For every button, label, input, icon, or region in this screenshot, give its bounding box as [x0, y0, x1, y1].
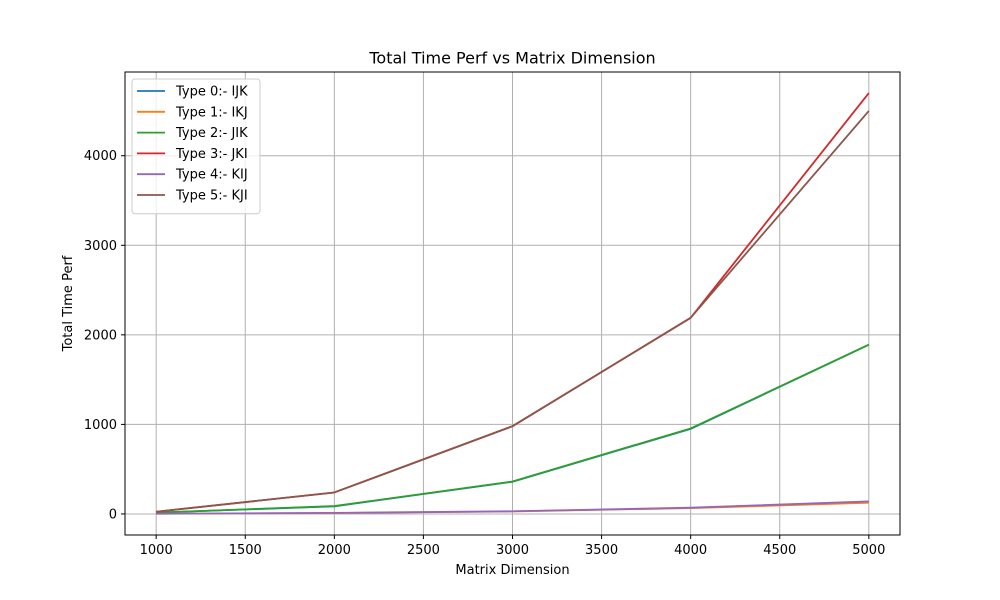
series-line-type-5	[156, 110, 870, 513]
x-tick-label: 3500	[585, 543, 618, 558]
y-tick-label: 2000	[84, 328, 117, 343]
chart-title: Total Time Perf vs Matrix Dimension	[368, 49, 655, 68]
grid-layer	[125, 72, 900, 535]
legend-label: Type 5:- KJI	[175, 189, 248, 204]
legend-label: Type 4:- KIJ	[175, 168, 248, 183]
x-tick-label: 5000	[852, 543, 885, 558]
y-axis: 0 1000 2000 3000 4000	[84, 149, 125, 522]
y-tick-label: 3000	[84, 239, 117, 254]
legend-label: Type 3:- JKI	[175, 147, 248, 162]
y-axis-label: Total Time Perf	[61, 255, 76, 352]
x-tick-label: 1500	[229, 543, 262, 558]
legend-label: Type 0:- IJK	[175, 85, 248, 100]
series-line-type-4	[156, 500, 869, 515]
y-tick-label: 1000	[84, 418, 117, 433]
legend-label: Type 2:- JIK	[175, 126, 248, 141]
x-axis: 1000 1500 2000 2500 3000 3500 4000 4500 5000	[140, 535, 885, 558]
y-tick-label: 0	[109, 507, 117, 522]
x-tick-label: 4500	[763, 543, 796, 558]
x-tick-label: 2500	[407, 543, 440, 558]
x-tick-label: 1000	[140, 543, 173, 558]
x-tick-label: 4000	[674, 543, 707, 558]
x-axis-label: Matrix Dimension	[455, 563, 569, 578]
x-tick-label: 3000	[496, 543, 529, 558]
legend-label: Type 1:- IKJ	[175, 105, 248, 120]
series-line-type-2	[156, 343, 870, 514]
series-layer	[156, 92, 870, 515]
y-tick-label: 4000	[84, 149, 117, 164]
x-tick-label: 2000	[318, 543, 351, 558]
legend: Type 0:- IJK Type 1:- IKJ Type 2:- JIK Type…	[131, 78, 261, 215]
